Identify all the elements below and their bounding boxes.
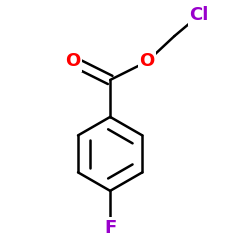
Text: F: F <box>104 219 116 237</box>
Text: O: O <box>140 52 155 70</box>
Text: O: O <box>66 52 81 70</box>
Text: Cl: Cl <box>190 6 209 24</box>
